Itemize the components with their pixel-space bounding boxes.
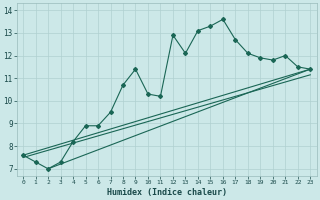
X-axis label: Humidex (Indice chaleur): Humidex (Indice chaleur): [107, 188, 227, 197]
